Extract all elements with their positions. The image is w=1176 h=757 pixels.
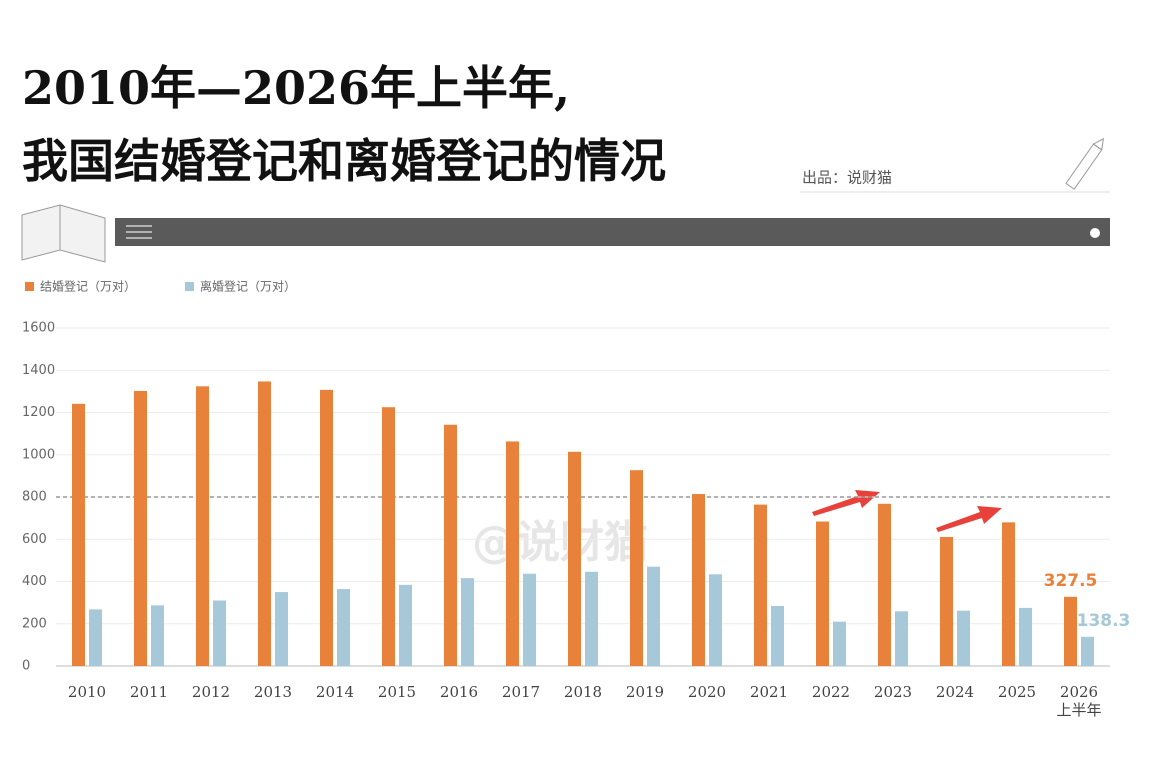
bar — [258, 381, 271, 666]
menu-icon — [126, 225, 152, 239]
x-tick-label: 2015 — [378, 683, 416, 701]
value-label: 327.5 — [1044, 571, 1098, 591]
x-tick-label: 2010 — [68, 683, 106, 701]
x-tick-label: 2017 — [502, 683, 540, 701]
y-tick-label: 1000 — [22, 447, 55, 462]
bar — [196, 386, 209, 666]
bar — [833, 621, 846, 666]
y-tick-label: 1200 — [22, 405, 55, 420]
bar — [506, 441, 519, 666]
bar — [709, 574, 722, 666]
legend-swatch — [185, 282, 194, 291]
bar — [647, 566, 660, 666]
bar — [878, 503, 891, 666]
bar — [754, 504, 767, 666]
x-tick-label: 2022 — [812, 683, 850, 701]
bar — [151, 605, 164, 666]
legend-label: 离婚登记（万对） — [200, 279, 296, 294]
y-tick-label: 200 — [22, 616, 47, 631]
bar — [1002, 522, 1015, 666]
x-tick-label: 2012 — [192, 683, 230, 701]
bar — [940, 536, 953, 666]
watermark: @说财猫 — [472, 517, 648, 568]
x-tick-label: 2016 — [440, 683, 478, 701]
bar — [72, 403, 85, 666]
bar — [895, 611, 908, 666]
x-tick-label: 2021 — [750, 683, 788, 701]
bar — [213, 600, 226, 666]
bar — [337, 589, 350, 666]
bar — [382, 407, 395, 666]
x-tick-label: 2024 — [936, 683, 974, 701]
bar — [523, 573, 536, 666]
bar — [444, 424, 457, 666]
bar — [461, 578, 474, 666]
bar — [1081, 636, 1094, 666]
bar — [568, 451, 581, 666]
x-tick-label: 2011 — [130, 683, 168, 701]
bar — [585, 571, 598, 666]
y-tick-label: 0 — [22, 659, 30, 674]
y-tick-label: 800 — [22, 490, 47, 505]
bar-dot — [1090, 228, 1100, 238]
bar — [134, 390, 147, 666]
chart-subtitle: 我国结婚登记和离婚登记的情况 — [22, 134, 666, 188]
x-tick-label: 2023 — [874, 683, 912, 701]
x-tick-label: 2018 — [564, 683, 602, 701]
y-tick-label: 600 — [22, 532, 47, 547]
bar — [816, 521, 829, 666]
header-bar — [115, 218, 1110, 246]
chart-title: 2010年—2026年上半年, — [22, 61, 570, 115]
bar — [630, 470, 643, 666]
source: 出品：说财猫 — [802, 169, 892, 187]
pencil-icon — [1065, 137, 1104, 190]
x-tick-label: 2025 — [998, 683, 1036, 701]
bar — [1019, 607, 1032, 666]
bar — [957, 610, 970, 666]
book-icon — [21, 204, 106, 263]
y-tick-label: 1600 — [22, 321, 55, 336]
y-tick-label: 1400 — [22, 363, 55, 378]
bar — [692, 494, 705, 666]
x-tick-label: 2013 — [254, 683, 292, 701]
legend-label: 结婚登记（万对） — [40, 279, 136, 294]
bar — [320, 389, 333, 666]
legend-swatch — [25, 282, 34, 291]
bar — [1064, 596, 1077, 666]
bar — [771, 606, 784, 666]
x-tick-label: 2026 上半年 — [1056, 683, 1101, 719]
value-label: 138.3 — [1077, 611, 1131, 631]
bar — [275, 592, 288, 666]
x-tick-label: 2019 — [626, 683, 664, 701]
bar — [89, 609, 102, 666]
bar — [399, 584, 412, 666]
x-tick-label: 2014 — [316, 683, 354, 701]
x-tick-label: 2020 — [688, 683, 726, 701]
y-tick-label: 400 — [22, 574, 47, 589]
